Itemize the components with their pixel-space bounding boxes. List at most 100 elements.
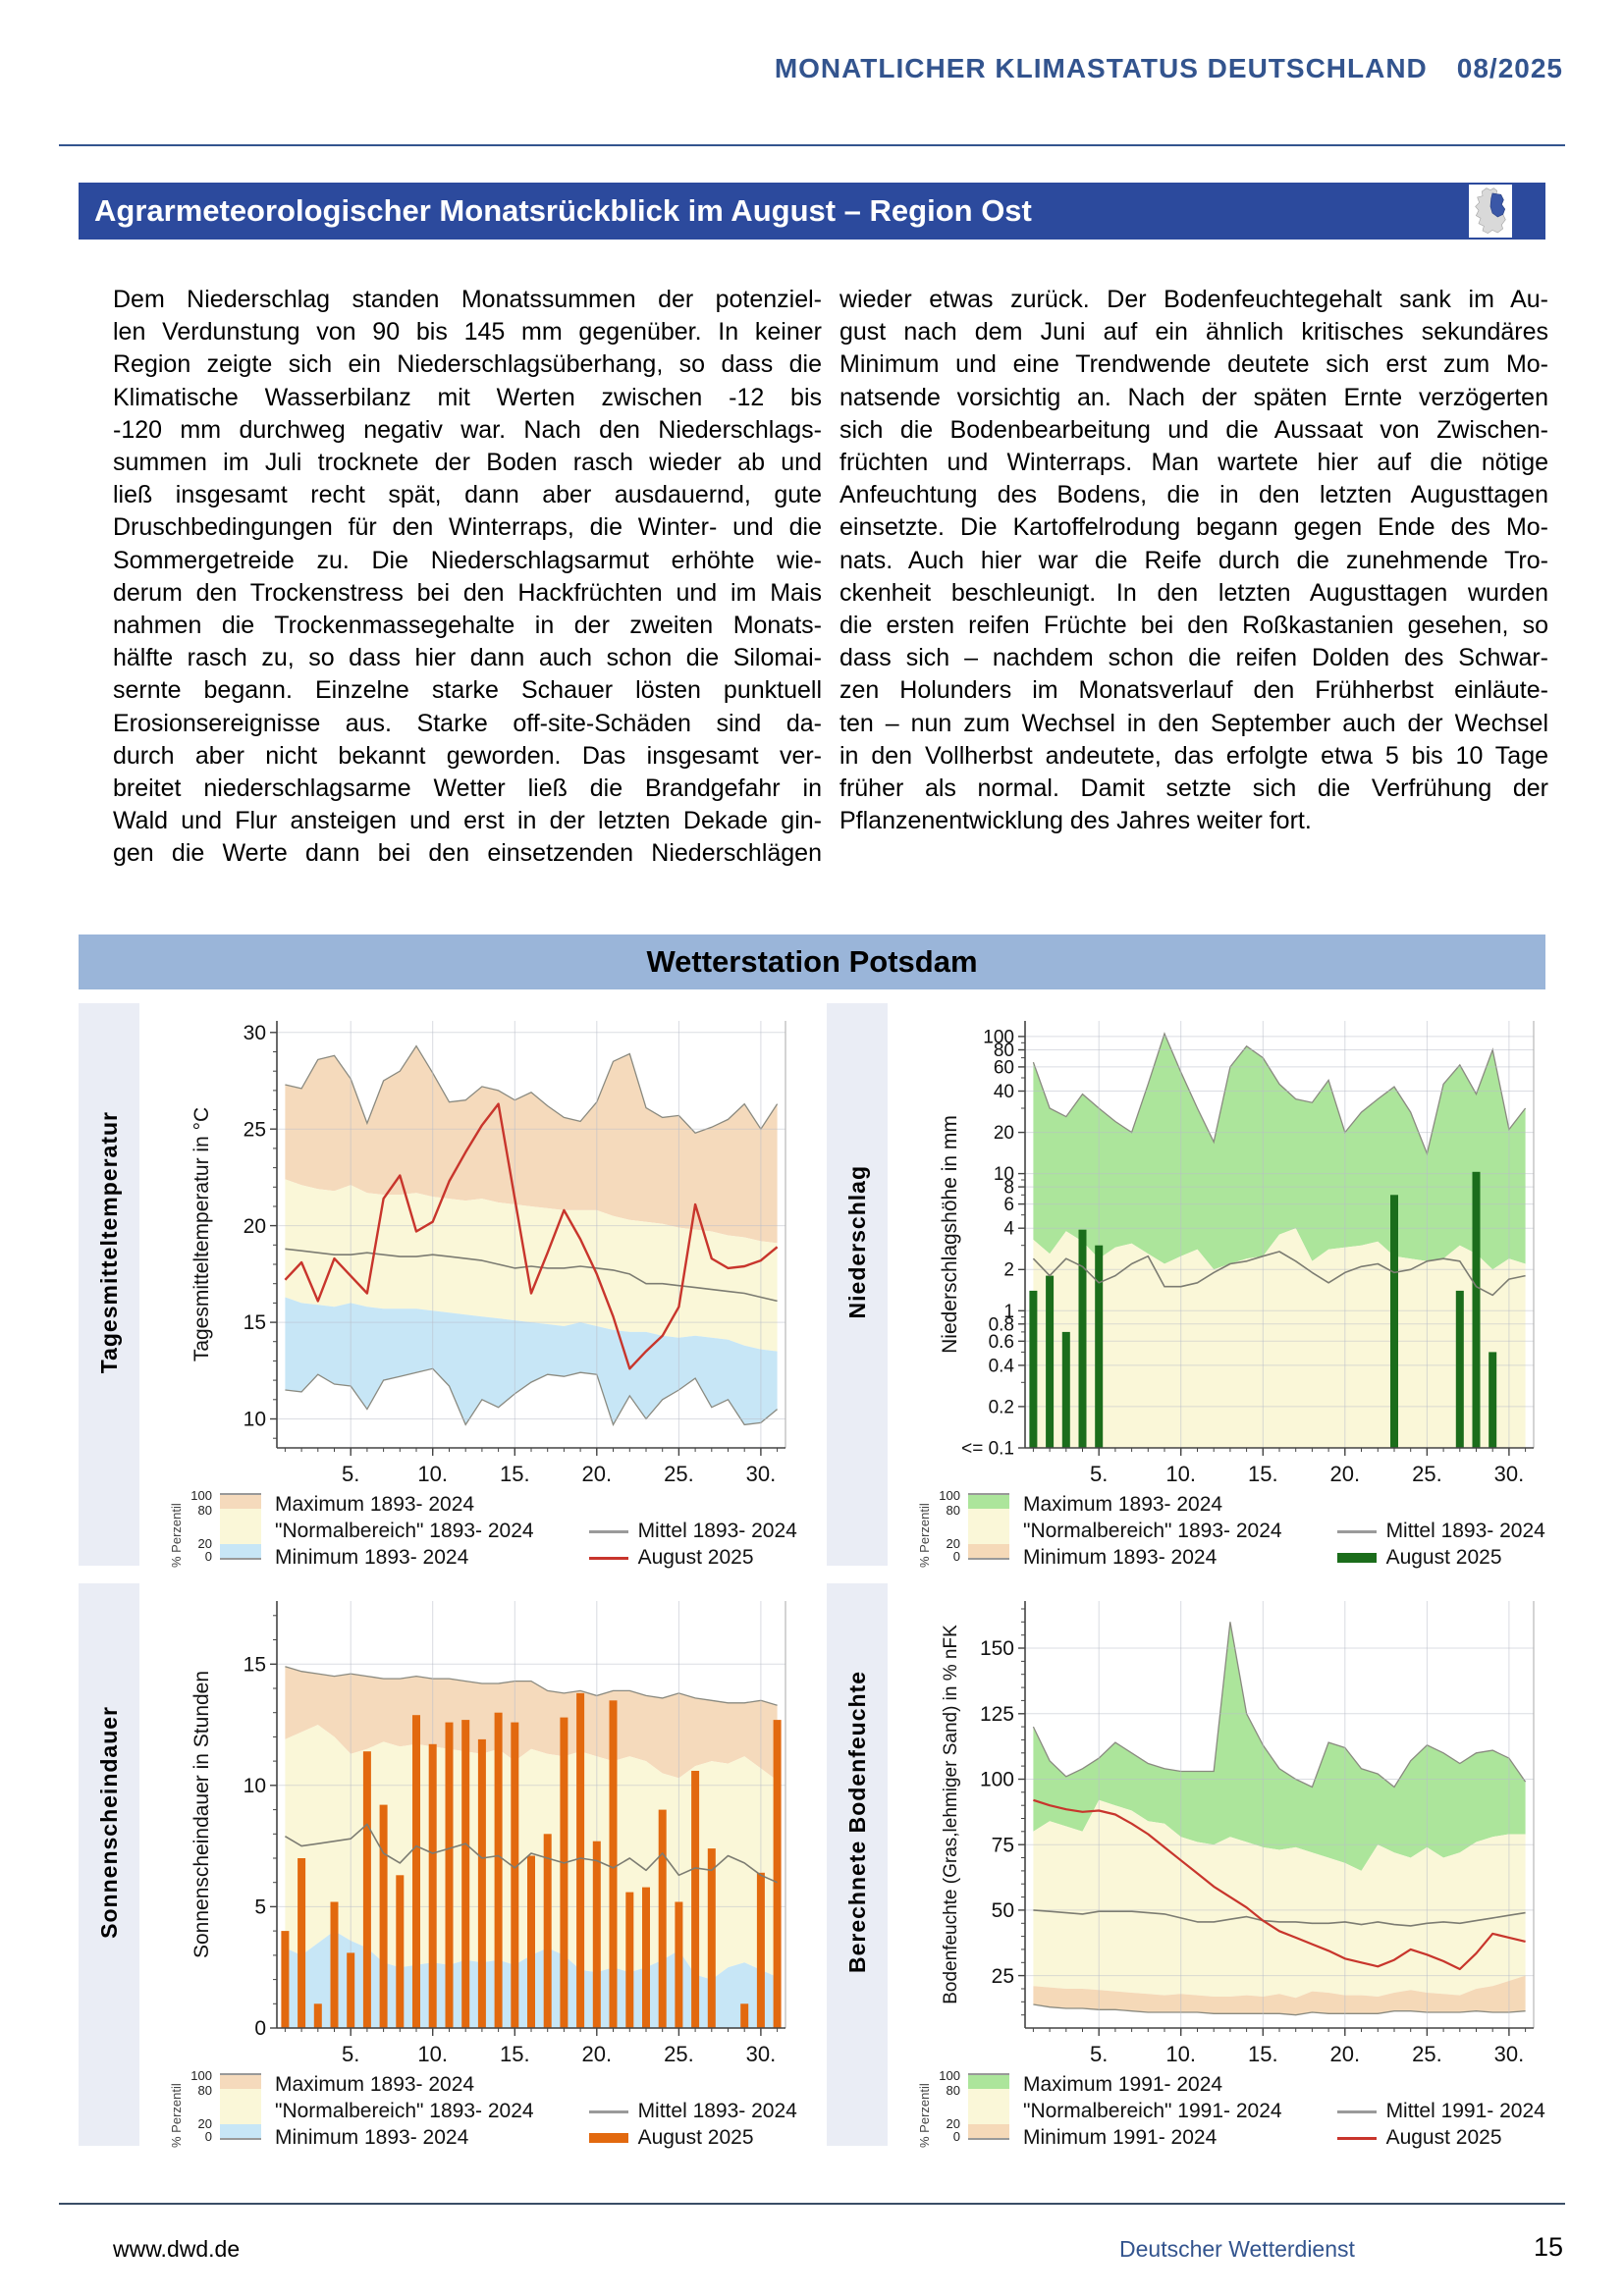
- svg-text:5.: 5.: [342, 1462, 359, 1486]
- legend-bar-swatch: [1336, 1553, 1377, 1564]
- svg-text:25.: 25.: [1412, 1462, 1442, 1486]
- bar-day-8: [396, 1875, 405, 2028]
- chart-side-label-strip: Sonnenscheindauer: [79, 1583, 139, 2146]
- chart-legend: % Perzentil 100 80 20 0 Maximum 1991- 20…: [888, 2068, 1545, 2151]
- chart-quadrant-berechnete-bodenfeuchte: Berechnete Bodenfeuchte 25 50 75 100 125 150 5…: [827, 1583, 1545, 2149]
- chart-side-label: Tagesmitteltemperatur: [95, 1110, 122, 1374]
- svg-text:15: 15: [244, 1653, 266, 1676]
- page-header-issue: 08/2025: [1456, 53, 1563, 83]
- bar-day-18: [560, 1717, 568, 2028]
- svg-text:30: 30: [244, 1022, 266, 1044]
- bar-day-22: [625, 1892, 634, 2028]
- bar-day-15: [511, 1722, 519, 2028]
- svg-text:Tagesmitteltemperatur in °C: Tagesmitteltemperatur in °C: [190, 1107, 213, 1362]
- legend-entry-mittel: Mittel 1893- 2024: [1336, 1518, 1545, 1544]
- percentile-scale: % Perzentil 100 80 20 0: [917, 2068, 1011, 2150]
- header-rule: [59, 144, 1565, 146]
- chart-side-label: Sonnenscheindauer: [95, 1706, 122, 1939]
- bar-day-12: [461, 1720, 470, 2028]
- svg-text:15.: 15.: [1248, 1462, 1278, 1486]
- chart-plot: 25 50 75 100 125 150 5. 10. 15. 20. 25. 30. Bodenfeu…: [941, 1601, 1535, 2066]
- svg-text:50: 50: [992, 1899, 1014, 1922]
- bar-day-31: [773, 1720, 782, 2028]
- text-line: hälfte rasch zu, so dass hier dann auch …: [113, 644, 822, 672]
- bar-day-26: [691, 1771, 700, 2028]
- svg-text:80: 80: [994, 1041, 1014, 1061]
- text-line: Sommergetreide zu. Die Niederschlagsarmu…: [113, 546, 822, 574]
- bar-day-14: [494, 1712, 503, 2028]
- svg-text:0.4: 0.4: [989, 1356, 1015, 1376]
- svg-text:75: 75: [992, 1834, 1014, 1856]
- bar-day-1: [1029, 1290, 1038, 1448]
- chart-legend: % Perzentil 100 80 20 0 Maximum 1893- 20…: [139, 1488, 797, 1571]
- text-line: nahmen die Trockenmassegehalte in der zw…: [113, 612, 822, 640]
- svg-text:10: 10: [994, 1164, 1014, 1185]
- text-line: len Verdunstung von 90 bis 145 mm gegenü…: [113, 318, 822, 347]
- text-line: Region zeigte sich ein Niederschlagsüber…: [113, 350, 822, 379]
- svg-text:Sonnenscheindauer in Stunden: Sonnenscheindauer in Stunden: [190, 1671, 213, 1958]
- bar-day-4: [1078, 1229, 1087, 1448]
- bar-day-10: [428, 1743, 437, 2028]
- text-line: natsende vorsichtig an. Nach der späten …: [839, 383, 1548, 411]
- legend-line-swatch: [588, 1556, 628, 1560]
- svg-text:25.: 25.: [1412, 2042, 1442, 2066]
- bar-day-23: [1390, 1195, 1398, 1448]
- chart-legend: % Perzentil 100 80 20 0 Maximum 1893- 20…: [888, 1488, 1545, 1571]
- section-banner: Agrarmeteorologischer Monatsrückblick im…: [79, 183, 1545, 240]
- minimum-band: [1033, 1975, 1526, 2015]
- bar-day-20: [592, 1841, 601, 2028]
- bar-day-7: [379, 1804, 388, 2028]
- bar-day-9: [412, 1715, 420, 2028]
- svg-text:25: 25: [992, 1965, 1014, 1988]
- svg-text:20: 20: [244, 1215, 266, 1238]
- normalbereich-band: [285, 1725, 778, 1980]
- percentile-scale-numbers: 100 80 20 0: [939, 1488, 960, 1564]
- text-line: Klimatische Wasserbilanz mit Werten zwis…: [113, 383, 822, 411]
- bar-day-4: [330, 1901, 339, 2028]
- svg-text:10: 10: [244, 1775, 266, 1797]
- text-line: derum den Trockenstress bei den Hackfrüc…: [113, 578, 822, 607]
- chart-plot: 0 5 10 15 5. 10. 15. 20. 25. 30. Sonnenscheindauer…: [190, 1601, 786, 2066]
- svg-text:10: 10: [244, 1409, 266, 1431]
- bar-day-11: [445, 1722, 454, 2028]
- svg-text:20.: 20.: [1330, 2042, 1361, 2066]
- svg-text:5: 5: [254, 1896, 266, 1919]
- line-mittel: [285, 1248, 778, 1303]
- svg-text:8: 8: [1003, 1178, 1014, 1199]
- bar-day-25: [675, 1901, 683, 2028]
- region-map-icon: [1469, 185, 1512, 238]
- bar-day-19: [576, 1692, 585, 2028]
- svg-text:30.: 30.: [746, 2042, 777, 2066]
- line-august2025: [284, 1102, 779, 1370]
- percentile-scale-label: % Perzentil: [917, 2083, 932, 2148]
- svg-text:5.: 5.: [1090, 2042, 1108, 2066]
- percentile-scale-numbers: 100 80 20 0: [939, 2068, 960, 2144]
- legend-entry-maximum: Maximum 1893- 2024: [275, 2073, 475, 2096]
- chart-content: 25 50 75 100 125 150 5. 10. 15. 20. 25. 30. Bodenfeu…: [888, 1583, 1545, 2149]
- bar-day-3: [1061, 1331, 1070, 1448]
- normalbereich-band: [285, 1179, 778, 1352]
- bar-day-6: [362, 1751, 371, 2028]
- svg-text:25.: 25.: [664, 1462, 694, 1486]
- svg-text:10.: 10.: [417, 1462, 448, 1486]
- text-line: Druschbedingungen für den Winterraps, di…: [113, 513, 822, 542]
- bar-day-17: [543, 1834, 552, 2028]
- legend-entry-normalbereich: "Normalbereich" 1893- 2024: [275, 1520, 534, 1542]
- svg-text:2: 2: [1003, 1260, 1014, 1281]
- page-header: MONATLICHER KLIMASTATUS DEUTSCHLAND 08/2…: [775, 53, 1563, 84]
- svg-text:0.6: 0.6: [989, 1332, 1014, 1353]
- percentile-scale-label: % Perzentil: [169, 2083, 184, 2148]
- legend-entry-maximum: Maximum 1991- 2024: [1023, 2073, 1223, 2096]
- legend-line-labels: Mittel 1893- 2024 August 2025: [588, 1491, 797, 1571]
- text-line: zen Holunders im Monatsverlauf den Frühh…: [839, 676, 1548, 705]
- percentile-scale: % Perzentil 100 80 20 0: [169, 1488, 263, 1570]
- text-line: Dem Niederschlag standen Monatssummen de…: [113, 286, 822, 313]
- banner-title: Agrarmeteorologischer Monatsrückblick im…: [94, 193, 1032, 228]
- bar-day-29: [740, 2003, 749, 2028]
- text-line: sernte begann. Einzelne starke Schauer l…: [113, 676, 822, 705]
- footer-page-number: 15: [1533, 2232, 1563, 2262]
- legend-entry-august: August 2025: [588, 1544, 797, 1571]
- percentile-scale: % Perzentil 100 80 20 0: [169, 2068, 263, 2150]
- text-line: -120 mm durchweg negativ war. Nach den N…: [113, 415, 822, 444]
